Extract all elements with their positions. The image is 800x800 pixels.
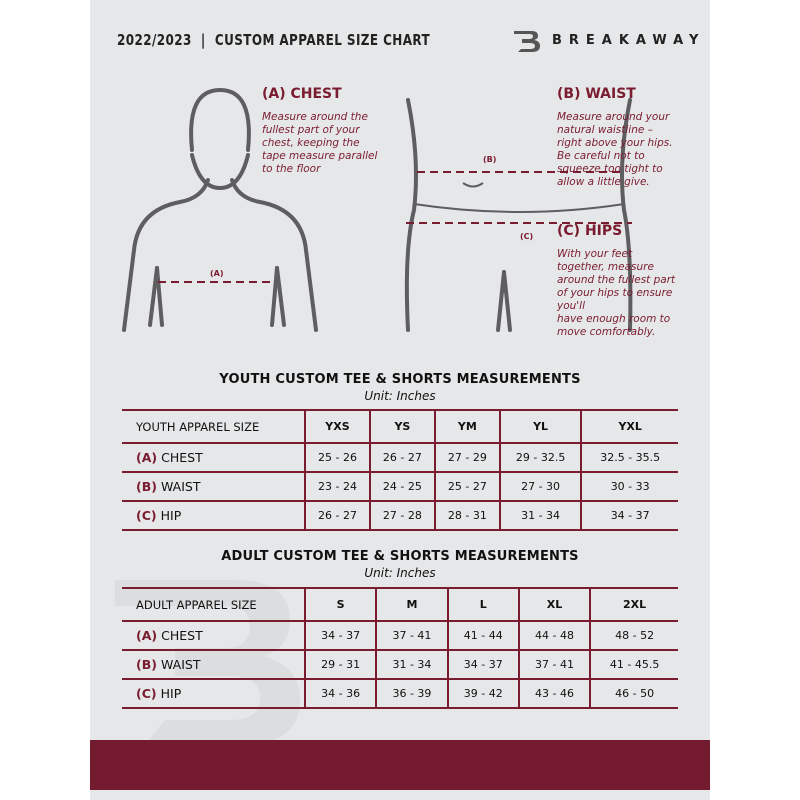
brand-name: BREAKAWAY [552,32,706,48]
youth-unit: Unit: Inches [364,389,436,403]
table-row: (C) HIP 26 - 27 27 - 28 28 - 31 31 - 34 34 - 3… [122,501,678,531]
measure-label: (C) HIP [122,679,305,709]
measurement-cell: 27 - 30 [498,472,582,502]
measurement-cell: 27 - 29 [433,443,500,473]
measurement-cell: 25 - 26 [304,443,370,473]
measure-label: (A) CHEST [122,621,305,651]
measurement-cell: 29 - 32.5 [498,443,582,473]
size-header: YL [498,410,582,444]
measurement-cell: 28 - 31 [433,501,500,531]
measure-name: HIP [160,686,182,701]
measurement-cell: 37 - 41 [375,621,448,651]
size-header: 2XL [589,588,678,622]
measurement-cell: 24 - 25 [368,472,435,502]
measure-name: CHEST [161,450,203,465]
youth-section-title: YOUTH CUSTOM TEE & SHORTS MEASUREMENTS [219,372,581,387]
hips-description: With your feet together, measure around … [557,248,676,338]
hips-heading: (C) HIPS [557,223,623,239]
size-label: ADULT APPAREL SIZE [122,588,305,622]
measurement-cell: 31 - 34 [498,501,582,531]
measure-letter: (A) [136,628,158,643]
adult-section-title: ADULT CUSTOM TEE & SHORTS MEASUREMENTS [221,549,579,564]
measure-letter: (B) [136,657,157,672]
waist-tag: (B) [483,155,496,164]
measurement-cell: 36 - 39 [375,679,448,709]
adult-unit: Unit: Inches [364,566,436,580]
breakaway-logo-icon [514,31,540,52]
brand-logo: BREAKAWAY [512,25,705,55]
table-header-row: YOUTH APPAREL SIZE YXS YS YM YL YXL [122,410,678,444]
size-header: YXS [304,410,370,444]
measurement-cell: 37 - 41 [517,650,591,680]
size-label: YOUTH APPAREL SIZE [122,410,305,444]
measurement-cell: 44 - 48 [517,621,591,651]
size-header: YS [368,410,435,444]
measurement-cell: 34 - 37 [446,650,519,680]
measure-letter: (C) [136,686,157,701]
measurement-cell: 41 - 44 [446,621,519,651]
measurement-cell: 34 - 37 [580,501,678,531]
measure-label: (C) HIP [122,501,305,531]
measurement-cell: 31 - 34 [375,650,448,680]
table-row: (A) CHEST 34 - 37 37 - 41 41 - 44 44 - 48 48 -… [122,621,678,651]
chest-tag: (A) [210,269,224,278]
body-measurement-illustration: (A) (B) (C) [122,87,633,332]
measurement-cell: 41 - 45.5 [589,650,678,680]
hips-tag: (C) [520,232,533,241]
measurement-cell: 39 - 42 [446,679,519,709]
measure-name: WAIST [160,479,201,494]
measure-letter: (B) [136,479,157,494]
measurement-cell: 43 - 46 [517,679,591,709]
size-header: M [375,588,448,622]
measurement-cell: 25 - 27 [433,472,500,502]
chest-heading: (A) CHEST [262,86,342,102]
footer-bar [90,740,710,790]
table-row: (B) WAIST 23 - 24 24 - 25 25 - 27 27 - 30 30 -… [122,472,678,502]
table-row: (A) CHEST 25 - 26 26 - 27 27 - 29 29 - 32.5 32… [122,443,678,473]
measurement-cell: 26 - 27 [304,501,370,531]
measure-label: (B) WAIST [122,650,305,680]
size-header: XL [517,588,591,622]
page-title: 2022/2023 | CUSTOM APPAREL SIZE CHART [117,31,431,49]
measurement-cell: 34 - 37 [303,621,377,651]
chest-description: Measure around the fullest part of your … [262,111,378,175]
measure-letter: (C) [136,508,157,523]
measure-letter: (A) [136,450,158,465]
table-row: (B) WAIST 29 - 31 31 - 34 34 - 37 37 - 41 41 -… [122,650,678,680]
waist-description: Measure around your natural waistline – … [557,111,673,188]
measurement-cell: 26 - 27 [368,443,435,473]
size-header: YM [433,410,500,444]
measure-label: (B) WAIST [122,472,305,502]
measurement-cell: 29 - 31 [303,650,377,680]
size-chart-page: 2022/2023 | CUSTOM APPAREL SIZE CHART BR… [90,0,710,800]
measurement-cell: 48 - 52 [589,621,678,651]
size-header: L [446,588,519,622]
measurement-cell: 32.5 - 35.5 [580,443,678,473]
size-header: S [303,588,377,622]
measurement-cell: 46 - 50 [589,679,678,709]
measure-name: HIP [160,508,182,523]
youth-size-table: YOUTH APPAREL SIZE YXS YS YM YL YXL (A) C… [122,409,678,531]
measurement-cell: 34 - 36 [303,679,377,709]
measurement-cell: 27 - 28 [368,501,435,531]
measure-label: (A) CHEST [122,443,305,473]
measure-name: CHEST [161,628,203,643]
adult-size-table: ADULT APPAREL SIZE S M L XL 2XL (A) CHEST… [122,587,678,709]
measurement-cell: 30 - 33 [580,472,678,502]
waist-heading: (B) WAIST [557,86,636,102]
measure-name: WAIST [160,657,201,672]
size-header: YXL [580,410,678,444]
measurement-cell: 23 - 24 [304,472,370,502]
table-row: (C) HIP 34 - 36 36 - 39 39 - 42 43 - 46 46 - 5… [122,679,678,709]
table-header-row: ADULT APPAREL SIZE S M L XL 2XL [122,588,678,622]
